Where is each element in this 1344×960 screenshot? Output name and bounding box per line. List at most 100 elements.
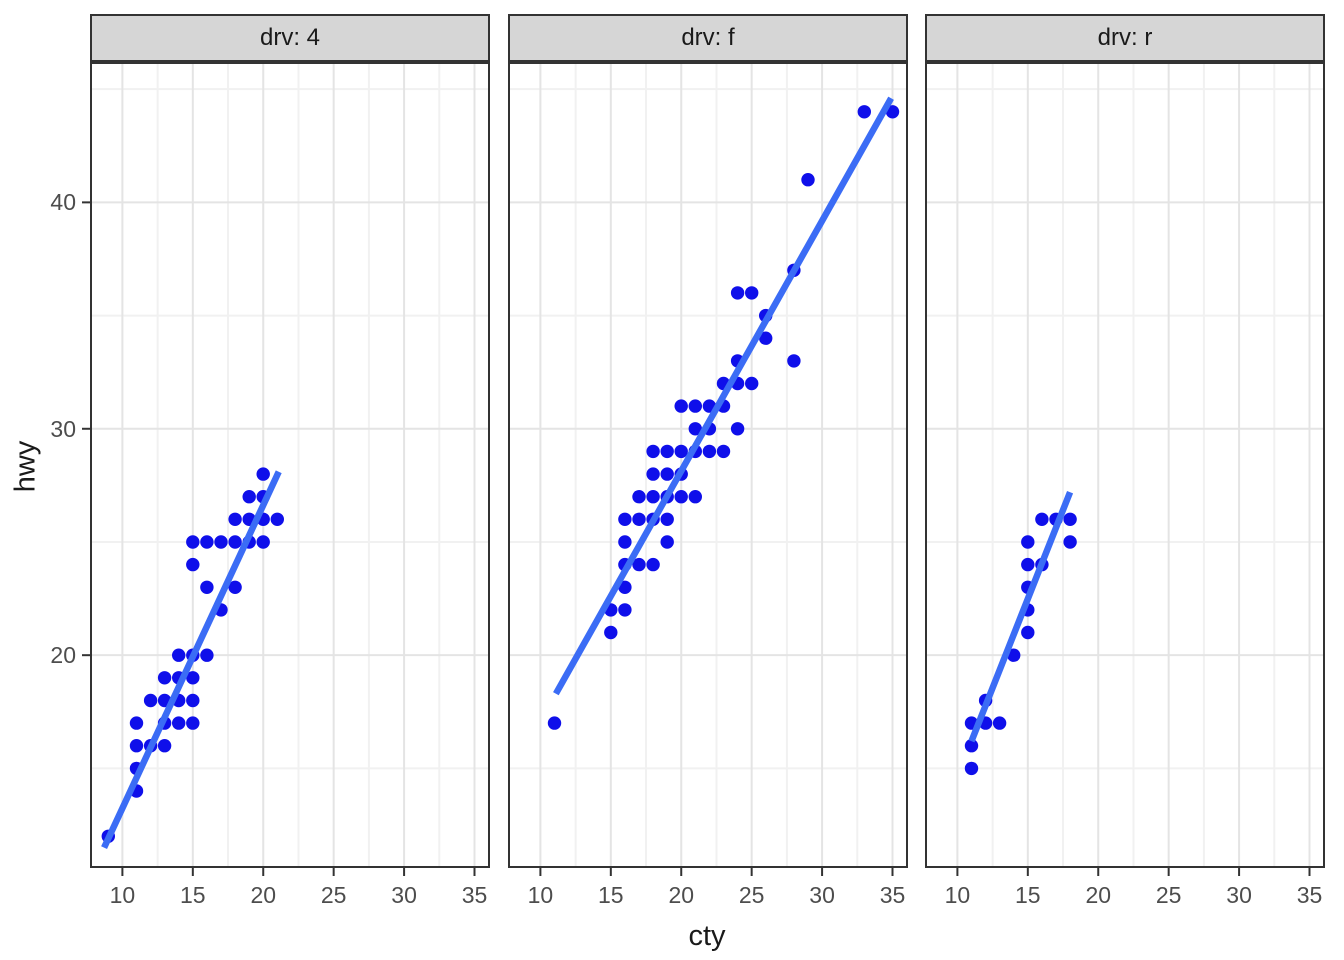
x-tick-label: 15 [180,882,206,908]
data-point [129,739,144,753]
panel-border [925,62,1325,868]
data-point [1021,557,1035,572]
x-tick-label: 35 [1296,882,1323,908]
data-point [688,422,702,436]
data-point [129,716,144,730]
data-point [256,535,270,549]
data-point [688,490,702,504]
data-point [885,105,900,119]
data-point [857,105,871,119]
trend-line [101,470,282,849]
panel-background [508,62,908,868]
x-tick-label: 35 [879,882,906,908]
data-point [674,444,688,459]
x-tick-label: 10 [109,882,136,908]
data-point [632,512,646,526]
data-point [964,739,979,753]
trend-line [553,96,894,696]
x-axis-title: cty [688,920,726,952]
data-point [186,693,200,708]
data-point [228,535,242,549]
panel-border [90,62,490,868]
data-point [660,512,674,526]
data-point [702,444,717,459]
data-point [660,535,674,549]
x-tick-label: 15 [1015,882,1041,908]
data-point [547,716,562,730]
data-point [186,716,200,730]
data-point [646,490,660,504]
data-point [157,671,172,685]
data-point [688,399,702,413]
facet-strip-label: drv: f [681,24,735,51]
x-tick-label: 35 [461,882,488,908]
trend-line [968,490,1074,743]
data-point [200,535,214,549]
facet-strip-label: drv: 4 [259,24,321,51]
data-point [1021,625,1035,640]
data-point [745,376,759,391]
data-point [964,761,979,776]
x-tick-label: 20 [668,882,695,908]
data-point [618,603,632,617]
facet-strip: drv: f [508,14,908,62]
data-point [992,716,1007,730]
facet-strip: drv: 4 [90,14,490,62]
data-point [256,467,270,481]
x-tick-label: 20 [1085,882,1112,908]
y-tick-label: 40 [50,189,76,216]
data-point [157,739,172,753]
data-point [632,557,646,572]
data-point [618,580,632,594]
data-point [646,557,660,572]
data-point [200,580,214,594]
data-point [618,535,632,549]
facet-strip-label: drv: r [1097,24,1153,51]
data-point [674,490,688,504]
x-tick-label: 25 [1155,882,1182,908]
data-point [618,512,632,526]
y-tick-label: 30 [50,415,76,442]
x-tick-label: 30 [809,882,835,908]
data-point [787,354,801,368]
data-point [172,716,186,730]
data-point [604,625,618,640]
x-tick-label: 30 [391,882,417,908]
data-point [242,490,256,504]
data-point [228,580,242,594]
facet-strip: drv: r [925,14,1325,62]
data-point [660,444,674,459]
y-axis-title: hwy [9,440,42,493]
x-tick-label: 10 [527,882,554,908]
data-point [632,490,646,504]
x-tick-label: 20 [250,882,277,908]
data-point [143,693,158,708]
x-tick-label: 25 [738,882,765,908]
data-point [214,535,228,549]
data-point [1021,535,1035,549]
data-point [228,512,242,526]
data-point [801,173,815,187]
y-tick-label: 20 [50,642,76,669]
data-point [646,444,660,459]
data-point [1063,512,1077,526]
data-point [172,648,186,662]
panel-border [508,62,908,868]
data-point [745,286,759,300]
x-tick-label: 10 [944,882,971,908]
data-point [186,671,200,685]
data-point [270,512,284,526]
data-point [716,444,731,459]
x-tick-label: 25 [320,882,347,908]
x-tick-label: 15 [598,882,624,908]
data-point [730,286,745,300]
panel-background [925,62,1325,868]
data-point [200,648,214,662]
data-point [674,399,688,413]
data-point [1063,535,1077,549]
x-tick-label: 30 [1226,882,1252,908]
data-point [660,467,674,481]
data-point [730,422,745,436]
